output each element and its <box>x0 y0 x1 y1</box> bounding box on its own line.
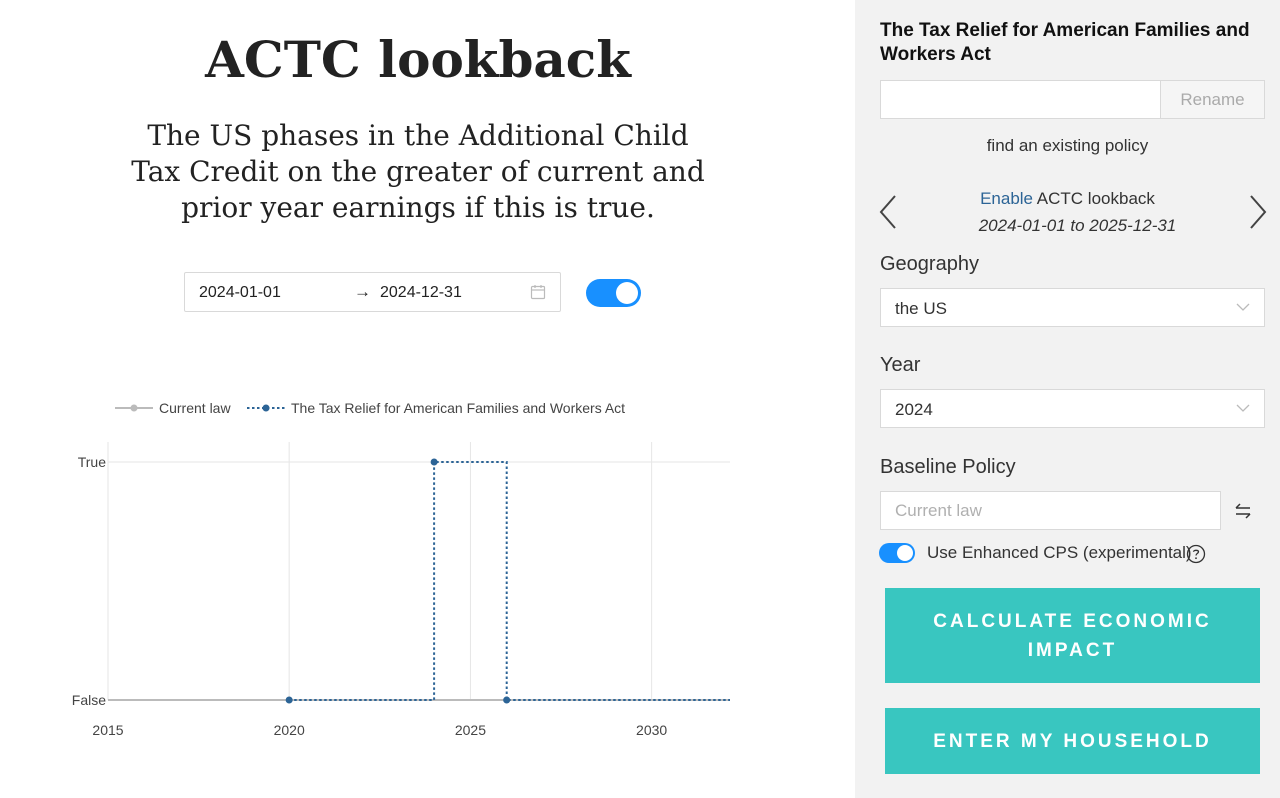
date-range-picker[interactable]: 2024-01-01 → 2024-12-31 <box>184 272 561 312</box>
calculate-economic-impact-button[interactable]: CALCULATE ECONOMIC IMPACT <box>885 588 1260 683</box>
page-title: ACTC lookback <box>205 30 631 89</box>
date-range-start[interactable]: 2024-01-01 <box>199 284 281 301</box>
enhanced-cps-toggle[interactable] <box>879 543 915 563</box>
date-range-end[interactable]: 2024-12-31 <box>380 284 462 301</box>
chevron-down-icon <box>1236 303 1250 311</box>
x-tick-label: 2025 <box>455 722 486 738</box>
legend-swatch-point <box>262 404 270 412</box>
rename-input[interactable] <box>881 81 1161 118</box>
page-description: The US phases in the Additional Child Ta… <box>131 119 705 224</box>
rename-button[interactable]: Rename <box>1160 81 1264 118</box>
chart-svg: True False 2015 2020 2025 2030 Current law The … <box>72 400 730 738</box>
baseline-policy-input[interactable] <box>880 491 1221 530</box>
chevron-left-icon[interactable] <box>877 192 899 232</box>
legend-swatch-point <box>130 404 138 412</box>
year-value: 2024 <box>895 400 933 419</box>
geography-select[interactable]: the US <box>880 288 1265 327</box>
series-point <box>503 696 511 704</box>
find-existing-policy-link[interactable]: find an existing policy <box>986 136 1149 155</box>
series-line-1 <box>289 461 730 701</box>
year-select[interactable]: 2024 <box>880 389 1265 428</box>
parameter-enable-word: Enable <box>980 189 1034 208</box>
parameter-change-summary: Enable ACTC lookback <box>855 189 1280 209</box>
toggle-knob <box>616 282 638 304</box>
geography-value: the US <box>895 299 947 318</box>
help-icon[interactable] <box>1186 544 1206 564</box>
legend-label: The Tax Relief for American Families and… <box>291 400 625 416</box>
x-tick-label: 2015 <box>92 722 123 738</box>
toggle-knob <box>897 545 913 561</box>
year-label: Year <box>880 354 921 376</box>
main-panel: ACTC lookback The US phases in the Addit… <box>0 30 855 798</box>
y-tick-label: True <box>78 454 106 470</box>
series-point <box>285 696 293 704</box>
parameter-name: ACTC lookback <box>1033 189 1155 208</box>
chevron-right-icon[interactable] <box>1247 192 1269 232</box>
baseline-policy-label: Baseline Policy <box>880 456 1016 478</box>
enhanced-cps-label: Use Enhanced CPS (experimental) <box>927 543 1192 562</box>
parameter-chart: True False 2015 2020 2025 2030 Current law The … <box>0 380 855 798</box>
y-tick-label: False <box>72 692 106 708</box>
enter-my-household-button[interactable]: ENTER MY HOUSEHOLD <box>885 708 1260 774</box>
x-tick-label: 2020 <box>274 722 305 738</box>
x-tick-label: 2030 <box>636 722 667 738</box>
legend-label: Current law <box>159 400 231 416</box>
policy-name: The Tax Relief for American Families and… <box>880 20 1250 65</box>
rename-group: Rename <box>880 80 1265 119</box>
parameter-dates: 2024-01-01 to 2025-12-31 <box>978 216 1177 235</box>
geography-label: Geography <box>880 253 979 275</box>
date-range-arrow: → <box>354 282 371 301</box>
policy-sidebar: The Tax Relief for American Families and… <box>855 0 1280 798</box>
parameter-toggle[interactable] <box>586 279 641 307</box>
series-point <box>430 458 438 466</box>
chevron-down-icon <box>1236 404 1250 412</box>
swap-icon[interactable] <box>1233 502 1253 520</box>
calendar-icon[interactable] <box>530 284 546 300</box>
